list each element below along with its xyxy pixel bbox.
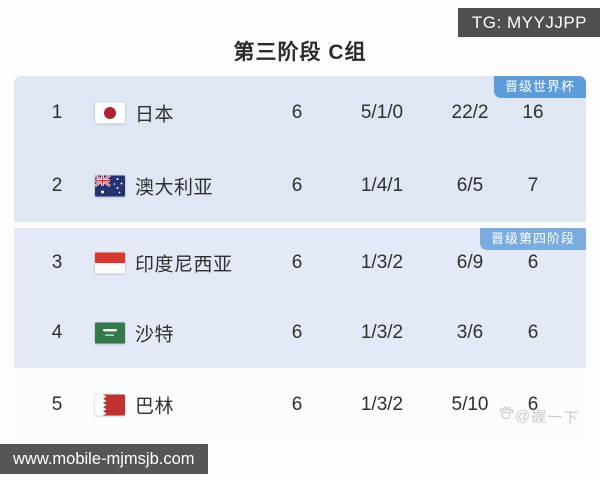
source-url-bar: www.mobile-mjmsjb.com [0, 444, 208, 474]
table-row: 5 巴林 6 1/3/2 5/10 6 [14, 368, 586, 441]
team-name: 巴林 [135, 396, 175, 417]
section-stage4-zone: 晋级第四阶段 3 印度尼西亚 6 1/3/2 6/9 6 4 [14, 228, 586, 368]
played-cell: 6 [291, 174, 303, 196]
goals-cell: 3/6 [456, 322, 484, 343]
tg-watermark-badge: TG: MYYJJPP [457, 8, 600, 37]
standings-table: 晋级世界杯 1 日本 6 5/1/0 22/2 16 2 [14, 76, 586, 441]
qualification-badge-worldcup: 晋级世界杯 [493, 76, 586, 98]
saudi-arabia-flag-icon [95, 322, 125, 344]
goals-cell: 6/5 [456, 174, 484, 196]
table-row: 2 澳大利亚 [14, 149, 586, 222]
win-draw-loss-cell: 1/3/2 [360, 252, 404, 273]
win-draw-loss-cell: 1/3/2 [360, 393, 404, 415]
rank-cell: 1 [51, 101, 63, 123]
goals-cell: 22/2 [451, 101, 489, 123]
goals-cell: 5/10 [451, 393, 489, 415]
team-name: 日本 [135, 104, 175, 125]
team-name: 沙特 [135, 324, 175, 346]
rank-cell: 4 [51, 322, 63, 343]
played-cell: 6 [291, 101, 303, 123]
points-cell: 7 [527, 174, 539, 196]
team-name: 印度尼西亚 [135, 254, 233, 276]
played-cell: 6 [291, 252, 303, 273]
team-name: 澳大利亚 [135, 177, 214, 198]
rank-cell: 3 [51, 252, 63, 273]
indonesia-flag-icon [95, 252, 125, 274]
points-cell: 6 [527, 252, 539, 273]
win-draw-loss-cell: 1/4/1 [360, 174, 404, 196]
rank-cell: 2 [51, 174, 63, 196]
played-cell: 6 [291, 393, 303, 415]
qualification-badge-stage4: 晋级第四阶段 [479, 228, 586, 250]
table-row: 3 印度尼西亚 6 1/3/2 6/9 6 [14, 228, 586, 298]
page-title: 第三阶段 C组 [233, 41, 367, 64]
points-cell: 16 [522, 101, 544, 123]
table-row: 1 日本 6 5/1/0 22/2 16 [14, 76, 586, 149]
points-cell: 6 [527, 322, 539, 343]
goals-cell: 6/9 [456, 252, 484, 273]
section-worldcup-zone: 晋级世界杯 1 日本 6 5/1/0 22/2 16 2 [14, 76, 586, 222]
played-cell: 6 [291, 322, 303, 343]
table-row: 4 沙特 6 1/3/2 3/6 6 [14, 298, 586, 368]
section-bottom: 5 巴林 6 1/3/2 5/10 6 [14, 368, 586, 441]
japan-flag-icon [95, 102, 125, 123]
australia-flag-icon [95, 175, 125, 196]
bahrain-flag-icon [95, 394, 125, 415]
rank-cell: 5 [51, 393, 63, 415]
points-cell: 6 [527, 393, 539, 415]
win-draw-loss-cell: 5/1/0 [360, 101, 404, 123]
win-draw-loss-cell: 1/3/2 [360, 322, 404, 343]
